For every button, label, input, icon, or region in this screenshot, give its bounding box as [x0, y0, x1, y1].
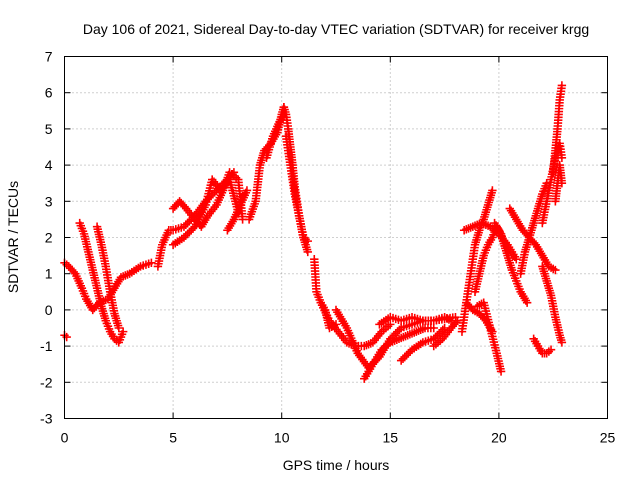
data-point: [551, 265, 560, 275]
data-point: [512, 255, 521, 264]
data-point: [181, 220, 190, 230]
y-tick-label: 0: [45, 302, 53, 318]
data-point: [488, 327, 497, 336]
y-tick-label: -2: [40, 374, 53, 390]
data-point: [433, 331, 442, 340]
data-point: [557, 153, 567, 163]
data-point: [188, 224, 198, 233]
data-point: [179, 233, 189, 242]
data-point: [181, 231, 190, 240]
data-points: [60, 81, 567, 383]
data-point: [429, 323, 438, 333]
x-tick-label: 10: [274, 430, 290, 446]
y-axis-label: SDTVAR / TECUs: [5, 181, 21, 293]
data-point: [395, 325, 404, 335]
y-tick-label: 7: [45, 49, 53, 65]
data-point: [210, 188, 219, 197]
y-tick-label: 5: [45, 121, 53, 137]
data-point: [187, 226, 196, 235]
data-point: [557, 179, 567, 188]
x-tick-label: 5: [169, 430, 177, 446]
y-tick-label: 6: [45, 85, 53, 101]
data-point: [557, 338, 567, 347]
x-tick-label: 20: [491, 430, 507, 446]
data-point: [451, 318, 461, 327]
x-tick-label: 0: [61, 430, 69, 446]
data-point: [242, 186, 252, 195]
data-point: [404, 349, 413, 358]
data-point: [386, 320, 395, 329]
data-point: [496, 367, 506, 376]
data-point: [183, 229, 192, 239]
data-point: [434, 329, 444, 338]
data-point: [400, 352, 409, 362]
data-point: [429, 334, 438, 344]
data-point: [303, 247, 312, 257]
data-point: [396, 356, 406, 365]
x-axis-label: GPS time / hours: [283, 457, 390, 473]
x-tick-label: 25: [600, 430, 616, 446]
y-tick-label: -3: [40, 411, 53, 427]
data-point: [185, 227, 194, 237]
y-tick-label: -1: [40, 338, 53, 354]
data-point: [69, 267, 78, 277]
data-point: [183, 218, 192, 228]
y-tick-label: 1: [45, 266, 53, 282]
data-point: [114, 323, 123, 333]
data-point: [147, 258, 156, 268]
data-point: [402, 350, 411, 360]
y-tick-label: 4: [45, 157, 53, 173]
y-tick-label: 2: [45, 230, 53, 246]
data-point: [118, 327, 128, 336]
data-point: [431, 332, 440, 342]
data-point: [398, 354, 408, 363]
data-point: [303, 236, 312, 246]
data-point: [488, 186, 497, 195]
data-point: [179, 222, 189, 231]
y-tick-label: 3: [45, 193, 53, 209]
axis-ticks: 0 5 10 15 20 25 -3 -2 -1 0 1 2 3 4 5 6 7: [40, 49, 615, 446]
x-tick-label: 15: [383, 430, 399, 446]
data-point: [185, 217, 194, 226]
data-point: [522, 298, 532, 307]
chart-title: Day 106 of 2021, Sidereal Day-to-day VTE…: [83, 21, 589, 37]
data-point: [391, 329, 400, 338]
data-point: [62, 332, 71, 342]
data-point: [393, 327, 402, 336]
data-point: [557, 81, 567, 90]
data-point: [546, 345, 556, 354]
